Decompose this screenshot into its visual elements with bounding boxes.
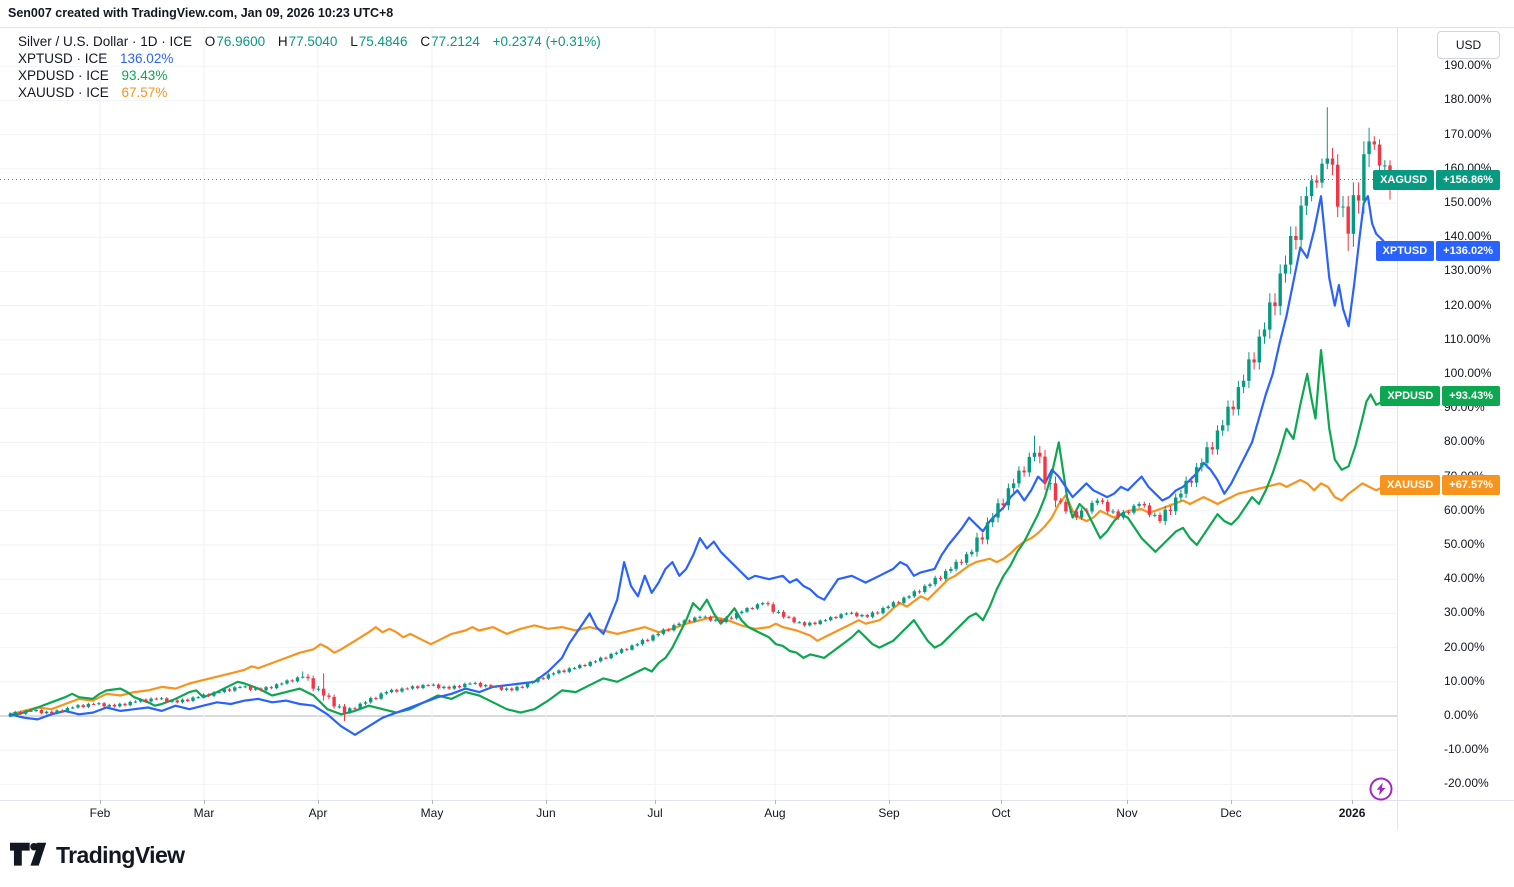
price-axis-label: 120.00% (1444, 297, 1492, 312)
price-label-symbol: XAUUSD (1379, 474, 1441, 495)
top-divider (0, 27, 1514, 28)
price-axis-label: 20.00% (1444, 639, 1485, 654)
price-axis-label: 170.00% (1444, 126, 1492, 141)
xpdusd-line (8, 349, 1392, 718)
price-axis-label: 150.00% (1444, 195, 1492, 209)
time-axis-tick (432, 800, 433, 804)
open-label: O (204, 34, 216, 49)
chart-canvas (0, 27, 1397, 800)
time-axis-label: Sep (878, 806, 900, 820)
price-label-symbol: XAGUSD (1373, 169, 1435, 190)
legend: Silver / U.S. Dollar · 1D · ICE O76.9600… (18, 33, 601, 101)
price-axis-label: -20.00% (1444, 776, 1489, 791)
legend-row-xauusd[interactable]: XAUUSD · ICE 67.57% (18, 84, 601, 101)
time-axis-tick (1352, 800, 1354, 804)
xptusd-line (8, 195, 1392, 736)
tradingview-logo-icon (10, 842, 47, 866)
close-label: C (420, 34, 431, 49)
time-axis-label: Jun (536, 806, 556, 820)
xauusd-line (8, 478, 1392, 716)
price-axis-label: 30.00% (1444, 605, 1485, 620)
price-label-value: +156.86% (1436, 169, 1500, 190)
time-axis-label: 2026 (1338, 806, 1366, 820)
time-axis-tick (1231, 800, 1233, 804)
price-label-value: +67.57% (1442, 474, 1500, 495)
time-axis-tick (1126, 800, 1128, 804)
xauusd-title: XAUUSD · ICE (18, 85, 109, 100)
main-symbol-title: Silver / U.S. Dollar · 1D · ICE (18, 34, 193, 49)
realtime-data-button[interactable] (1368, 776, 1394, 807)
high-label: H (277, 34, 288, 49)
price-axis-label: 180.00% (1444, 92, 1492, 107)
time-axis-tick (99, 800, 101, 804)
price-axis-label: 50.00% (1444, 537, 1485, 551)
time-axis-divider (0, 800, 1514, 801)
xauusd-value: 67.57% (121, 85, 168, 100)
price-axis-label: 140.00% (1444, 229, 1492, 244)
tradingview-footer[interactable]: TradingView (10, 840, 185, 870)
attribution-text: Sen007 created with TradingView.com, Jan… (8, 6, 394, 20)
change-value: +0.2374 (+0.31%) (492, 34, 601, 49)
time-axis-tick (545, 800, 547, 804)
legend-main-row[interactable]: Silver / U.S. Dollar · 1D · ICE O76.9600… (18, 33, 601, 50)
time-axis-tick (774, 800, 776, 804)
time-axis-tick (889, 800, 891, 804)
time-axis-tick (655, 800, 656, 804)
price-axis-label: 110.00% (1444, 331, 1491, 346)
price-axis-label: 40.00% (1444, 571, 1485, 586)
chart-area[interactable] (0, 27, 1397, 800)
price-axis-label: 0.00% (1444, 708, 1479, 722)
time-axis-label: Jul (647, 806, 663, 820)
xpdusd-title: XPDUSD · ICE (18, 68, 109, 83)
price-axis-label: 80.00% (1444, 434, 1485, 449)
time-axis-label: Apr (308, 806, 328, 820)
xptusd-title: XPTUSD · ICE (18, 51, 108, 66)
price-label-symbol: XPTUSD (1375, 240, 1435, 261)
xagusd-price-label: XAGUSD +156.86% (1373, 169, 1500, 190)
price-label-value: +93.43% (1442, 386, 1500, 407)
low-label: L (350, 34, 358, 49)
price-axis-label: 130.00% (1444, 263, 1492, 278)
xptusd-price-label: XPTUSD +136.02% (1375, 240, 1500, 261)
xpdusd-price-label: XPDUSD +93.43% (1380, 386, 1500, 407)
currency-usd-button[interactable]: USD (1437, 31, 1500, 59)
price-axis-label: 60.00% (1444, 502, 1485, 517)
high-value: 77.5040 (288, 34, 338, 49)
time-axis-label: Dec (1220, 806, 1242, 820)
time-axis-label: Mar (193, 806, 215, 820)
legend-row-xptusd[interactable]: XPTUSD · ICE 136.02% (18, 50, 601, 67)
xagusd-candles (8, 107, 1392, 722)
price-axis-label: 190.00% (1444, 58, 1492, 73)
time-axis-tick (318, 800, 320, 804)
open-value: 76.9600 (216, 34, 266, 49)
xauusd-price-label: XAUUSD +67.57% (1379, 474, 1500, 495)
close-value: 77.2124 (431, 34, 480, 49)
price-label-value: +136.02% (1436, 240, 1500, 261)
time-axis-label: Nov (1116, 806, 1138, 820)
low-value: 75.4846 (358, 34, 408, 49)
xpdusd-value: 93.43% (121, 68, 168, 83)
time-axis-label: Feb (89, 806, 111, 820)
flash-icon (1369, 777, 1393, 801)
price-label-symbol: XPDUSD (1380, 386, 1441, 407)
tradingview-logo-text: TradingView (56, 841, 185, 868)
time-axis-label: May (420, 806, 444, 820)
price-axis-label: -10.00% (1444, 742, 1489, 757)
price-axis-divider (1397, 27, 1398, 830)
price-axis-label: 100.00% (1444, 366, 1492, 380)
legend-row-xpdusd[interactable]: XPDUSD · ICE 93.43% (18, 67, 601, 84)
time-axis-tick (204, 800, 206, 804)
time-axis-tick (1000, 800, 1002, 804)
price-axis-label: 10.00% (1444, 673, 1485, 688)
time-axis-label: Oct (991, 806, 1011, 820)
time-axis-label: Aug (764, 806, 786, 820)
xptusd-value: 136.02% (120, 51, 174, 66)
